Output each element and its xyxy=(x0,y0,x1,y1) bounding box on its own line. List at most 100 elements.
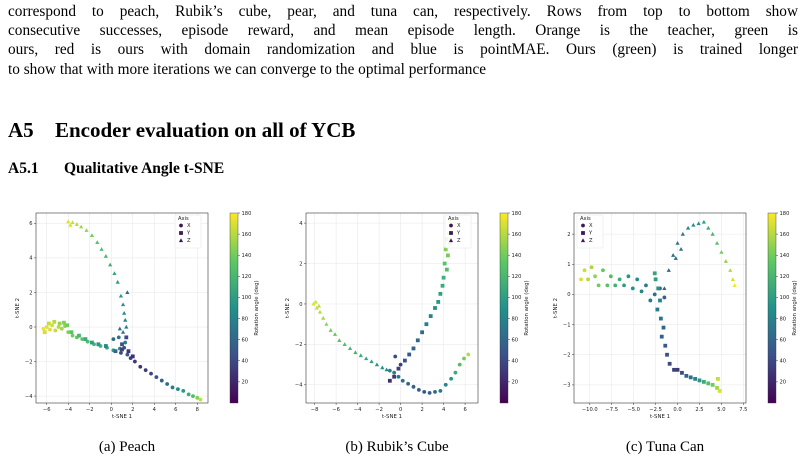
data-point-x xyxy=(579,277,583,282)
data-point-y xyxy=(710,383,715,387)
colorbar-tick-label: 80 xyxy=(242,316,249,322)
data-point-z xyxy=(120,329,126,334)
plot-frame xyxy=(35,212,209,404)
paragraph-line: ours, red is ours with domain randomizat… xyxy=(8,41,798,59)
section-heading: A5 Encoder evaluation on all of YCB xyxy=(8,118,355,143)
data-point-y xyxy=(387,378,392,383)
colorbar-tick-label: 120 xyxy=(242,274,252,280)
data-point-z xyxy=(714,240,720,245)
x-tick-label: −2 xyxy=(86,407,94,413)
data-point-x xyxy=(396,374,401,379)
data-point-z xyxy=(701,219,706,224)
data-point-z xyxy=(680,231,685,236)
data-point-y xyxy=(420,330,424,335)
colorbar-tick-label: 120 xyxy=(512,274,522,280)
data-point-x xyxy=(116,335,121,340)
data-point-z xyxy=(125,290,130,295)
colorbar xyxy=(767,212,777,404)
data-point-y xyxy=(179,231,183,235)
legend-title: Axis xyxy=(448,216,459,222)
subsection-heading: A5.1 Qualitative Angle t-SNE xyxy=(8,160,224,178)
data-point-x xyxy=(198,397,203,402)
paragraph-line: correspond to peach, Rubik’s cube, pear,… xyxy=(8,3,798,20)
plot-frame xyxy=(573,212,747,404)
colorbar-tick-label: 160 xyxy=(512,232,522,238)
colorbar xyxy=(229,212,239,404)
x-tick-label: −7.5 xyxy=(605,407,618,413)
data-point-x xyxy=(608,274,613,279)
colorbar-tick-label: 40 xyxy=(242,359,249,365)
y-tick-label: 6 xyxy=(29,221,32,227)
plot-frame xyxy=(305,212,479,404)
data-point-z xyxy=(324,321,329,326)
data-point-x xyxy=(406,381,411,386)
data-point-z xyxy=(66,219,71,224)
data-point-y xyxy=(62,320,66,325)
y-tick-label: −3 xyxy=(563,383,571,389)
data-point-x xyxy=(398,362,403,367)
data-point-z xyxy=(314,305,319,310)
data-point-y xyxy=(52,319,57,324)
colorbar-tick-label: 180 xyxy=(780,211,790,217)
data-point-y xyxy=(449,231,453,235)
data-point-x xyxy=(111,337,116,341)
data-point-z xyxy=(678,246,684,251)
x-tick-label: 6 xyxy=(174,407,177,413)
data-point-x xyxy=(416,387,421,392)
y-axis-label: t-SNE 2 xyxy=(15,298,21,318)
data-points xyxy=(579,219,737,393)
data-point-z xyxy=(384,367,389,372)
data-point-x xyxy=(438,388,443,393)
data-point-y xyxy=(120,347,124,352)
data-point-z xyxy=(364,356,369,361)
data-point-x xyxy=(613,283,618,288)
x-tick-label: 2 xyxy=(420,407,423,413)
x-tick-label: 4 xyxy=(153,407,157,413)
x-tick-label: 5.0 xyxy=(717,407,725,413)
data-point-z xyxy=(337,338,342,342)
data-point-x xyxy=(457,362,462,367)
data-point-y xyxy=(415,338,420,343)
data-point-x xyxy=(179,223,183,228)
data-point-x xyxy=(56,325,61,329)
data-point-x xyxy=(154,375,159,379)
data-point-x xyxy=(393,354,398,359)
y-tick-label: 4 xyxy=(299,221,303,227)
data-point-y xyxy=(103,344,108,348)
data-point-y xyxy=(392,374,397,379)
data-point-y xyxy=(424,322,429,327)
data-point-y xyxy=(130,354,135,359)
data-point-z xyxy=(103,253,108,258)
colorbar-label: Rotation angle (deg) xyxy=(524,280,530,335)
data-point-x xyxy=(605,283,610,288)
colorbar-tick-label: 40 xyxy=(512,359,519,365)
data-point-y xyxy=(47,321,51,326)
data-point-z xyxy=(311,301,316,306)
data-point-z xyxy=(70,220,75,225)
data-point-y xyxy=(675,367,680,372)
colorbar xyxy=(499,212,509,404)
data-point-x xyxy=(635,277,640,282)
x-tick-label: −6 xyxy=(332,407,340,413)
y-tick-label: 4 xyxy=(29,256,33,262)
data-point-y xyxy=(83,337,88,341)
section-number: A5 xyxy=(8,118,34,142)
data-point-y xyxy=(96,342,101,347)
y-tick-label: 0 xyxy=(299,302,302,308)
data-point-z xyxy=(671,253,676,257)
data-point-x xyxy=(449,223,453,228)
y-tick-label: 2 xyxy=(299,261,302,267)
y-tick-label: 1 xyxy=(567,262,570,268)
data-point-z xyxy=(313,299,318,304)
data-point-y xyxy=(717,389,722,393)
data-point-y xyxy=(715,386,719,390)
x-tick-label: −5.0 xyxy=(627,407,640,413)
data-point-x xyxy=(59,326,64,331)
data-point-x xyxy=(589,265,594,270)
colorbar-tick-label: 140 xyxy=(242,253,252,259)
data-points xyxy=(311,219,471,395)
data-point-x xyxy=(143,368,148,373)
colorbar-tick-label: 180 xyxy=(242,211,252,217)
data-point-y xyxy=(42,330,47,335)
tsne-scatter-chart: −8 −6 −4 −2 0 2 4 6 −4 −2 0 2 4 t-SNE 1 t-SNE 2 AxisXYZ… xyxy=(285,211,530,420)
